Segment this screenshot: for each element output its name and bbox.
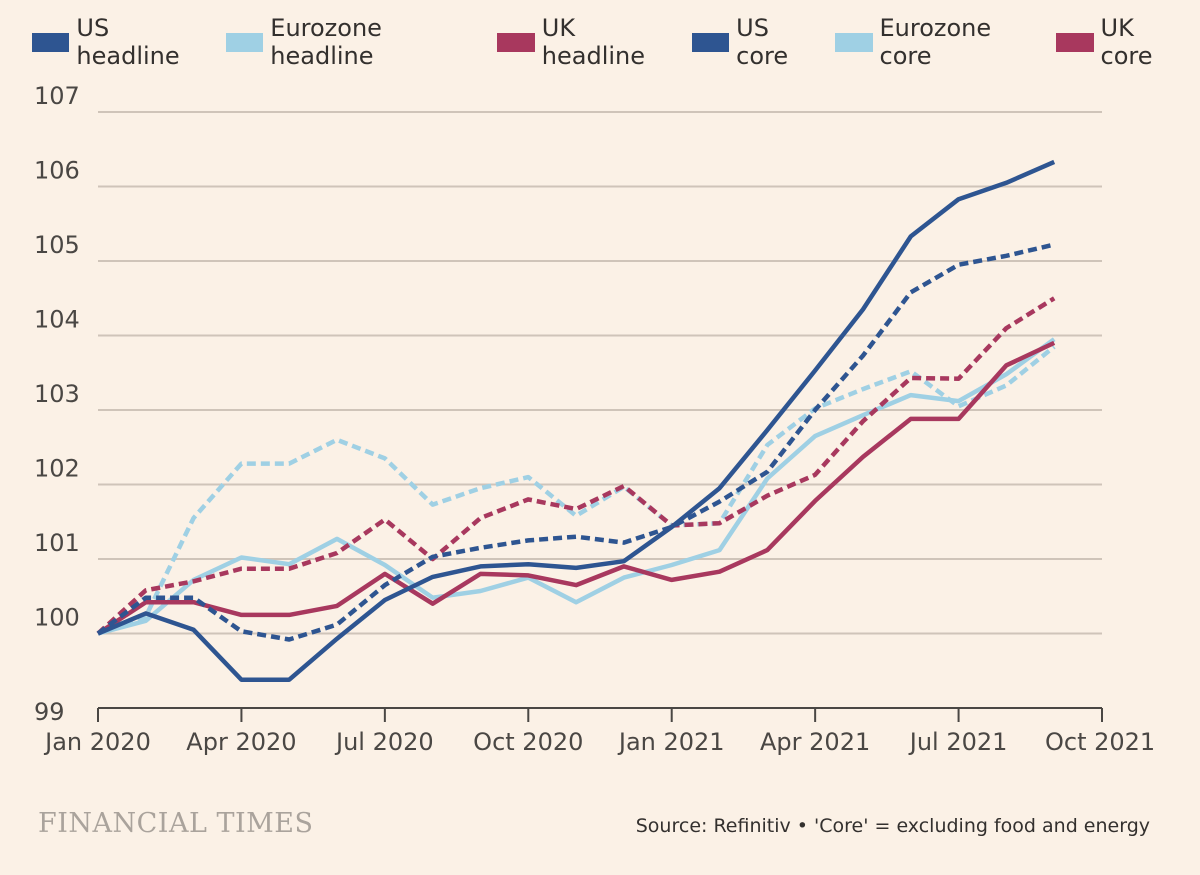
legend-item: US headline: [32, 14, 218, 70]
y-tick-label: 104: [34, 306, 80, 334]
legend-swatch: [691, 32, 730, 52]
legend-label: US headline: [76, 14, 180, 70]
y-tick-label: 99: [34, 698, 65, 726]
x-tick-label: Apr 2020: [186, 728, 296, 756]
y-tick-label: 103: [34, 380, 80, 408]
legend-item: UK headline: [497, 14, 683, 70]
legend-item: Eurozone headline: [225, 14, 490, 70]
legend-item: Eurozone core: [835, 14, 1048, 70]
legend-swatch: [225, 32, 264, 52]
legend: US headline Eurozone headline UK headline U…: [32, 14, 1200, 70]
x-tick-label: Jan 2020: [43, 728, 151, 756]
y-tick-label: 100: [34, 604, 80, 632]
x-axis: Jan 2020 Apr 2020 Jul 2020 Oct 2020 Jan 2021…: [43, 707, 1155, 756]
gridlines: [98, 111, 1102, 635]
y-tick-label: 106: [34, 157, 80, 185]
legend-item: UK core: [1056, 14, 1192, 70]
y-tick-label: 107: [34, 82, 80, 110]
series-line-uk-headline: [96, 340, 1056, 636]
series-line-uk-core: [96, 296, 1056, 636]
x-tick-label: Jul 2021: [908, 728, 1008, 756]
legend-swatch: [497, 32, 535, 52]
legend-label: Eurozone headline: [270, 14, 382, 70]
legend-label: Eurozone core: [879, 14, 992, 70]
source-note: Source: Refinitiv • 'Core' = excluding f…: [635, 815, 1150, 837]
x-tick-label: Jul 2020: [334, 728, 434, 756]
legend-swatch: [1056, 32, 1094, 52]
legend-swatch: [835, 32, 873, 52]
x-tick-label: Oct 2021: [1045, 728, 1155, 756]
y-tick-label: 101: [34, 529, 80, 557]
legend-label: UK headline: [541, 14, 646, 70]
y-axis-ticks: 99 100 101 102 103 104 105 106 107: [34, 82, 80, 726]
series-lines: [96, 159, 1056, 682]
financial-times-logo: FINANCIAL TIMES: [38, 808, 314, 839]
legend-item: US core: [691, 14, 827, 70]
legend-label: US core: [736, 14, 789, 70]
x-tick-label: Apr 2021: [760, 728, 870, 756]
series-line-us-headline: [97, 159, 1056, 682]
legend-swatch: [32, 32, 70, 52]
series-line-eurozone-headline: [97, 337, 1056, 636]
series-line-eurozone-core: [97, 344, 1056, 636]
x-tick-label: Jan 2021: [617, 728, 725, 756]
x-tick-label: Oct 2020: [473, 728, 583, 756]
series-line-us-core: [96, 242, 1055, 642]
legend-label: UK core: [1100, 14, 1153, 70]
y-tick-label: 102: [34, 455, 80, 483]
y-tick-label: 105: [34, 231, 80, 259]
